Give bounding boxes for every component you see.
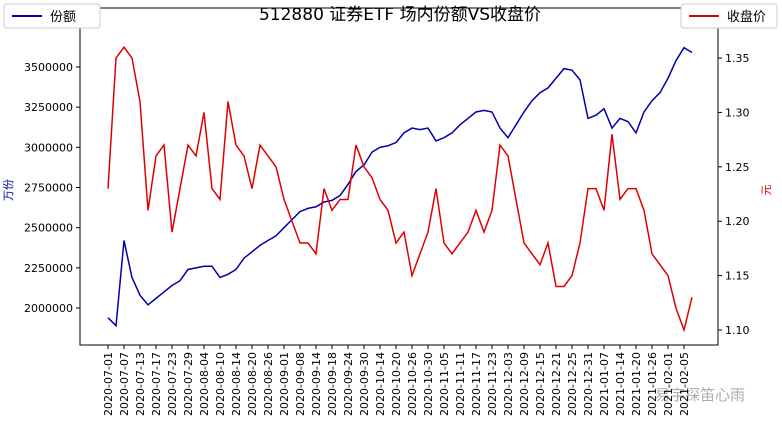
x-tick-label: 2021-01-07 — [598, 352, 611, 416]
x-tick-label: 2020-08-14 — [230, 352, 243, 416]
x-tick-label: 2020-11-11 — [454, 352, 467, 416]
x-tick-label: 2021-02-05 — [678, 352, 691, 416]
y2-tick-label: 1.30 — [725, 106, 750, 119]
x-tick-label: 2020-12-03 — [502, 352, 515, 416]
x-tick-label: 2020-09-08 — [294, 352, 307, 416]
y2-tick-label: 1.15 — [725, 270, 750, 283]
x-tick-label: 2020-12-31 — [582, 352, 595, 416]
plot-frame — [79, 7, 719, 346]
y-axis-label: 万份 — [2, 179, 15, 201]
y-tick-label: 2500000 — [24, 222, 73, 235]
y-tick-label: 3250000 — [24, 101, 73, 114]
watermark: 易宇探笛心雨 — [655, 386, 745, 404]
x-tick-label: 2020-12-15 — [534, 352, 547, 416]
x-tick-label: 2020-12-21 — [550, 352, 563, 416]
y-tick-label: 2750000 — [24, 182, 73, 195]
x-tick-label: 2020-09-18 — [326, 352, 339, 416]
x-tick-label: 2020-07-23 — [166, 352, 179, 416]
y2-tick-label: 1.20 — [725, 215, 750, 228]
x-tick-label: 2020-11-05 — [438, 352, 451, 416]
legend: 收盘价 — [680, 3, 778, 29]
x-tick-label: 2020-09-24 — [342, 352, 355, 416]
x-tick-label: 2020-07-13 — [134, 352, 147, 416]
y-tick-label: 3500000 — [24, 61, 73, 74]
x-tick-label: 2020-07-01 — [102, 352, 115, 416]
chart-title: 512880 证券ETF 场内份额VS收盘价 — [259, 5, 541, 25]
x-tick-label: 2020-09-30 — [358, 352, 371, 416]
x-tick-label: 2020-10-26 — [406, 352, 419, 416]
x-tick-label: 2020-07-07 — [118, 352, 131, 416]
y-tick-label: 2250000 — [24, 262, 73, 275]
x-tick-label: 2020-11-23 — [486, 352, 499, 416]
x-tick-label: 2020-09-14 — [310, 352, 323, 416]
x-tick-label: 2021-02-01 — [662, 352, 675, 416]
x-tick-label: 2020-08-10 — [214, 352, 227, 416]
x-tick-label: 2020-10-30 — [422, 352, 435, 416]
legend-label: 收盘价 — [727, 9, 766, 25]
legend-label: 份额 — [50, 10, 76, 25]
x-tick-label: 2020-11-17 — [470, 352, 483, 416]
y2-tick-label: 1.35 — [725, 52, 750, 65]
y2-tick-label: 1.10 — [725, 324, 750, 337]
x-tick-label: 2020-12-25 — [566, 352, 579, 416]
legend-box — [3, 3, 101, 29]
legend-box — [680, 3, 778, 29]
y2-axis-label: 元 — [760, 185, 773, 196]
x-tick-label: 2020-07-17 — [150, 352, 163, 416]
y-tick-label: 3000000 — [24, 141, 73, 154]
x-tick-label: 2021-01-26 — [646, 352, 659, 416]
line-series — [107, 45, 693, 333]
line-series — [107, 46, 693, 328]
y-tick-label: 2000000 — [24, 302, 73, 315]
x-tick-label: 2020-07-29 — [182, 352, 195, 416]
x-tick-label: 2020-10-14 — [374, 352, 387, 416]
x-tick-label: 2021-01-14 — [614, 352, 627, 416]
x-tick-label: 2020-08-26 — [262, 352, 275, 416]
x-tick-label: 2020-10-20 — [390, 352, 403, 416]
x-tick-label: 2021-01-20 — [630, 352, 643, 416]
x-tick-label: 2020-12-09 — [518, 352, 531, 416]
y2-tick-label: 1.25 — [725, 161, 750, 174]
x-tick-label: 2020-08-04 — [198, 352, 211, 416]
x-tick-label: 2020-09-01 — [278, 352, 291, 416]
x-tick-label: 2020-08-20 — [246, 352, 259, 416]
legend: 份额 — [3, 3, 101, 29]
